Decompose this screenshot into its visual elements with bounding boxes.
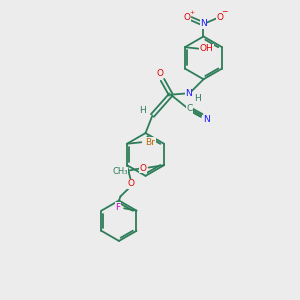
Text: OH: OH	[200, 44, 213, 53]
Text: C: C	[187, 104, 193, 113]
Text: O: O	[127, 179, 134, 188]
Text: H: H	[194, 94, 201, 103]
Text: CH₃: CH₃	[112, 167, 128, 176]
Text: O: O	[139, 164, 146, 172]
Text: F: F	[116, 202, 121, 211]
Text: O: O	[156, 69, 163, 78]
Text: +: +	[189, 10, 194, 15]
Text: H: H	[140, 106, 146, 115]
Text: −: −	[221, 8, 227, 16]
Text: N: N	[185, 89, 192, 98]
Text: O: O	[216, 13, 223, 22]
Text: Br: Br	[145, 138, 155, 147]
Text: O: O	[184, 13, 191, 22]
Text: N: N	[203, 115, 209, 124]
Text: N: N	[200, 20, 207, 28]
